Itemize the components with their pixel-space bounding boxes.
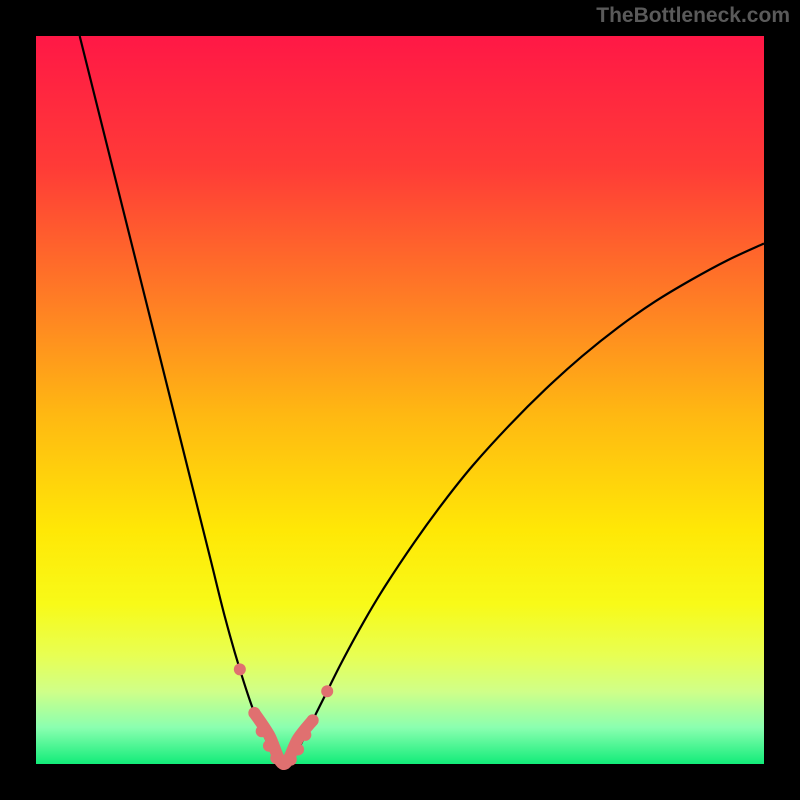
watermark-text: TheBottleneck.com <box>596 4 790 28</box>
gradient-background <box>36 36 764 764</box>
bottleneck-chart <box>0 0 800 800</box>
highlight-dot <box>292 743 304 755</box>
highlight-dot <box>285 754 297 766</box>
highlight-dot <box>263 740 275 752</box>
highlight-dot <box>256 725 268 737</box>
highlight-dot <box>248 707 260 719</box>
highlight-dot <box>307 714 319 726</box>
highlight-dot <box>321 685 333 697</box>
highlight-dot <box>299 729 311 741</box>
highlight-dot <box>234 663 246 675</box>
